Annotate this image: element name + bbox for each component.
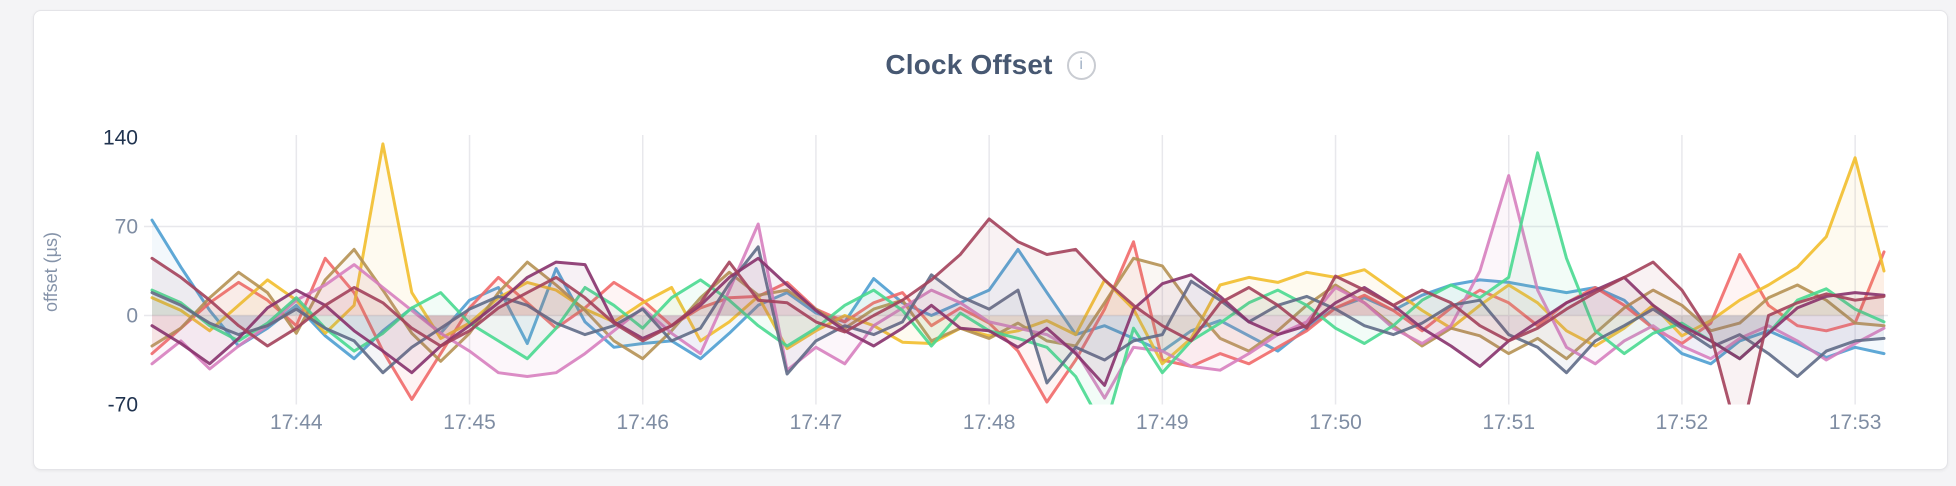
x-gridlines <box>295 135 1856 405</box>
chart-card: Clock Offset i <box>33 10 1948 470</box>
y-tick-label: 70 <box>115 216 138 239</box>
chart-header: Clock Offset i <box>34 49 1947 81</box>
info-icon[interactable]: i <box>1066 50 1096 80</box>
series-line-4 <box>150 247 1886 363</box>
y-axis-labels: 140 70 0 -70 <box>103 127 138 417</box>
x-axis-labels: 17:44 17:45 17:46 17:47 17:48 17:49 17:50 17:51… <box>270 411 1881 434</box>
series-line-3 <box>150 142 1886 366</box>
x-tick-label: 17:45 <box>443 411 496 434</box>
series-area-5 <box>152 175 1884 399</box>
series-area-8 <box>152 258 1884 386</box>
series-area-7 <box>152 246 1884 383</box>
x-tick-label: 17:48 <box>963 411 1016 434</box>
series-area-3 <box>152 143 1884 364</box>
series-area-4 <box>152 249 1884 362</box>
x-tick-label: 17:49 <box>1136 411 1189 434</box>
y-gridlines <box>144 225 1888 317</box>
x-tick-label: 17:51 <box>1482 411 1535 434</box>
series-line-5 <box>150 174 1886 400</box>
y-axis-title: offset (µs) <box>41 232 61 312</box>
page-title: Clock Offset <box>885 49 1053 80</box>
series-line-9 <box>150 217 1886 405</box>
series-group <box>150 142 1886 405</box>
x-tick-label: 17:46 <box>616 411 669 434</box>
x-tick-label: 17:52 <box>1656 411 1709 434</box>
series-area-6 <box>152 152 1884 405</box>
x-tick-label: 17:50 <box>1309 411 1362 434</box>
series-area-9 <box>152 218 1884 405</box>
x-tick-label: 17:53 <box>1829 411 1882 434</box>
y-tick-label: -70 <box>108 394 138 417</box>
x-tick-label: 17:47 <box>790 411 843 434</box>
x-tick-label: 17:44 <box>270 411 323 434</box>
series-line-2 <box>150 240 1886 404</box>
y-tick-label: 140 <box>103 127 138 150</box>
y-tick-label: 0 <box>126 305 138 328</box>
series-line-7 <box>150 245 1886 385</box>
series-line-6 <box>150 151 1886 405</box>
